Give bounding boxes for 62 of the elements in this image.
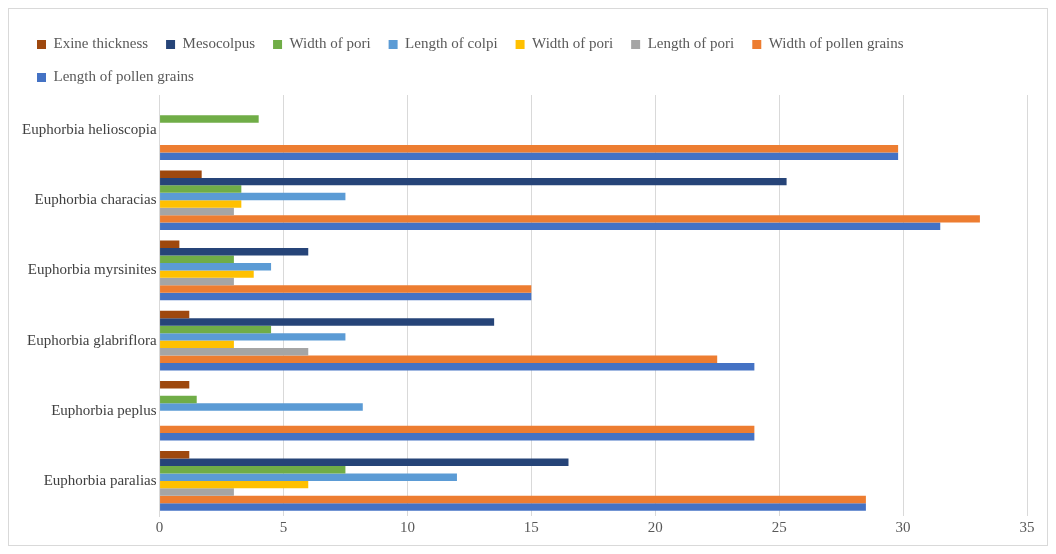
bar <box>160 458 569 467</box>
bar <box>160 222 941 231</box>
x-tick-label: 10 <box>399 518 415 535</box>
bar <box>160 310 190 319</box>
bar <box>160 318 495 326</box>
x-tick-label: 5 <box>279 518 288 535</box>
legend-label: Width of pori <box>289 35 371 52</box>
y-tick-label: Euphorbia glabriflora <box>27 331 157 348</box>
bar <box>160 277 234 286</box>
bar <box>160 115 259 123</box>
x-tick-label: 0 <box>155 518 164 535</box>
y-tick-label: Euphorbia myrsinites <box>27 261 157 278</box>
y-tick-label: Euphorbia characias <box>34 191 157 208</box>
bar <box>160 144 899 153</box>
bar <box>160 325 272 334</box>
bar <box>160 248 309 256</box>
bar <box>160 270 254 278</box>
bar <box>160 285 532 293</box>
legend-label: Mesocolpus <box>182 35 256 52</box>
bar <box>160 495 866 504</box>
legend-label: Width of pori <box>532 35 614 52</box>
bar <box>160 215 980 223</box>
y-tick-label: Euphorbia paralias <box>43 471 157 488</box>
legend-label: Width of pollen grains <box>768 35 904 52</box>
bar <box>160 170 202 178</box>
bar <box>160 340 234 349</box>
bar <box>160 433 755 441</box>
x-tick-label: 25 <box>771 518 787 535</box>
bar <box>160 403 363 411</box>
bar <box>160 177 787 186</box>
x-tick-label: 35 <box>1019 518 1035 535</box>
y-tick-label: Euphorbia peplus <box>51 401 157 418</box>
bar <box>160 185 242 193</box>
bar <box>160 333 346 341</box>
bar <box>160 348 309 356</box>
bar <box>160 362 755 371</box>
x-tick-label: 15 <box>523 518 539 535</box>
bar <box>160 503 866 511</box>
bar <box>160 240 180 249</box>
bar <box>160 395 197 404</box>
bar <box>160 451 190 459</box>
bar <box>160 425 755 434</box>
legend-label: Length of pollen grains <box>53 68 195 85</box>
bar <box>160 488 234 496</box>
bar <box>160 355 718 363</box>
y-tick-label: Euphorbia helioscopia <box>22 121 157 138</box>
bar <box>160 480 309 489</box>
bar <box>160 200 242 208</box>
x-tick-label: 20 <box>647 518 663 535</box>
legend-label: Exine thickness <box>53 35 149 52</box>
bar <box>160 192 346 201</box>
legend-label: Length of pori <box>647 35 735 52</box>
bar <box>160 292 532 301</box>
x-tick-label: 30 <box>895 518 911 535</box>
bar <box>160 380 190 389</box>
legend-label: Length of colpi <box>405 35 498 52</box>
bar <box>160 473 457 481</box>
bar <box>160 255 234 263</box>
bar <box>160 207 234 216</box>
bar <box>160 262 272 271</box>
bar <box>160 152 899 160</box>
bar <box>160 466 346 474</box>
